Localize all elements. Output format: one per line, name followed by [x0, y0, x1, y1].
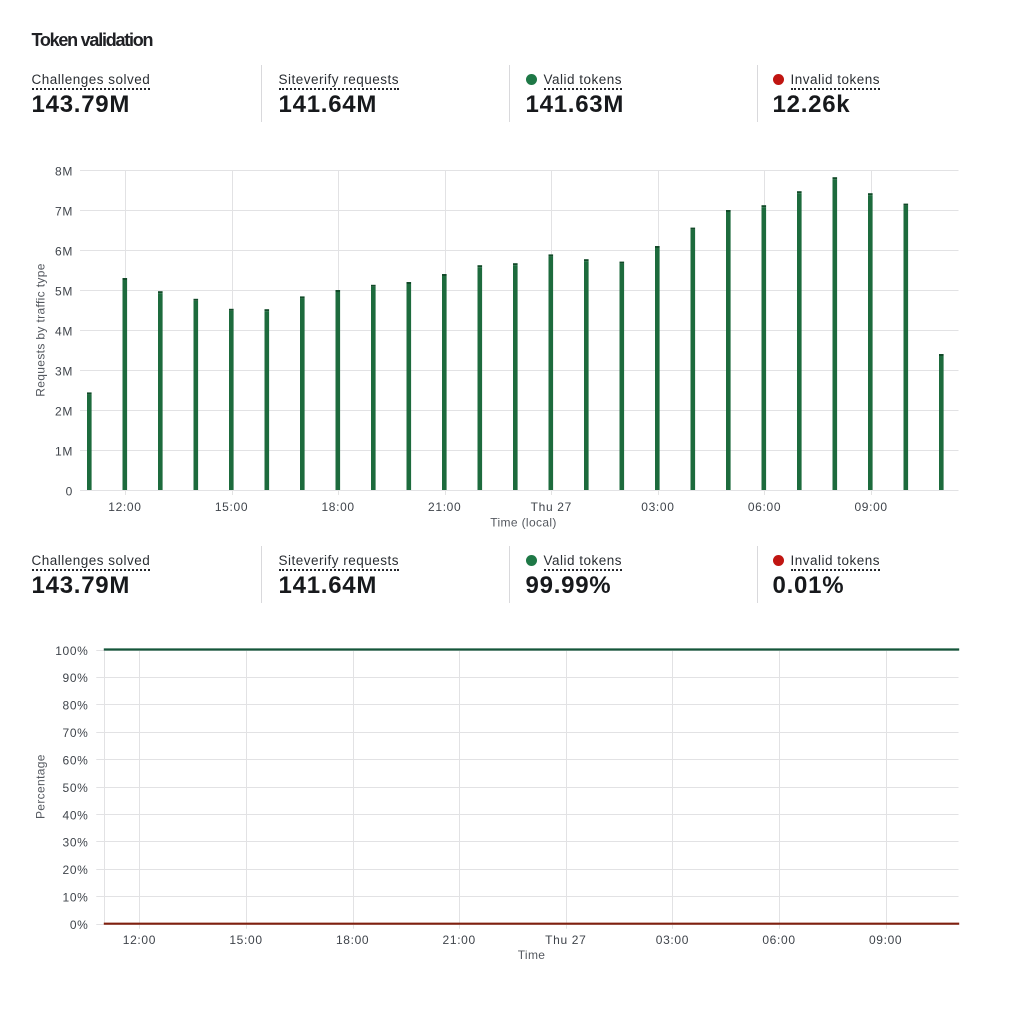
- svg-text:09:00: 09:00: [854, 500, 887, 514]
- svg-text:Time (local): Time (local): [490, 516, 556, 530]
- svg-text:0%: 0%: [70, 918, 89, 932]
- svg-text:5M: 5M: [55, 284, 73, 298]
- svg-text:70%: 70%: [63, 726, 89, 740]
- svg-text:4M: 4M: [55, 324, 73, 338]
- svg-text:2M: 2M: [55, 404, 73, 418]
- svg-text:90%: 90%: [63, 671, 89, 685]
- svg-text:18:00: 18:00: [321, 500, 354, 514]
- svg-text:09:00: 09:00: [869, 933, 902, 947]
- svg-text:06:00: 06:00: [748, 500, 781, 514]
- svg-text:6M: 6M: [55, 244, 73, 258]
- svg-text:12:00: 12:00: [123, 933, 156, 947]
- svg-text:15:00: 15:00: [229, 933, 262, 947]
- svg-text:Time: Time: [518, 948, 546, 962]
- svg-text:21:00: 21:00: [428, 500, 461, 514]
- svg-text:Percentage: Percentage: [33, 754, 47, 819]
- svg-text:0: 0: [66, 484, 73, 498]
- svg-text:3M: 3M: [55, 364, 73, 378]
- svg-text:Requests by traffic type: Requests by traffic type: [33, 263, 47, 397]
- svg-text:21:00: 21:00: [443, 933, 476, 947]
- svg-text:15:00: 15:00: [215, 500, 248, 514]
- svg-text:18:00: 18:00: [336, 933, 369, 947]
- svg-text:8M: 8M: [55, 164, 73, 178]
- svg-text:7M: 7M: [55, 204, 73, 218]
- svg-text:Thu 27: Thu 27: [545, 933, 586, 947]
- svg-text:80%: 80%: [63, 699, 89, 713]
- svg-text:Thu 27: Thu 27: [531, 500, 572, 514]
- svg-text:10%: 10%: [63, 891, 89, 905]
- svg-text:03:00: 03:00: [656, 933, 689, 947]
- svg-text:12:00: 12:00: [108, 500, 141, 514]
- svg-text:50%: 50%: [63, 781, 89, 795]
- svg-text:30%: 30%: [63, 836, 89, 850]
- svg-text:03:00: 03:00: [641, 500, 674, 514]
- svg-text:06:00: 06:00: [762, 933, 795, 947]
- svg-text:40%: 40%: [63, 808, 89, 822]
- svg-text:1M: 1M: [55, 444, 73, 458]
- svg-text:100%: 100%: [55, 644, 88, 658]
- svg-text:20%: 20%: [63, 863, 89, 877]
- svg-text:60%: 60%: [63, 754, 89, 768]
